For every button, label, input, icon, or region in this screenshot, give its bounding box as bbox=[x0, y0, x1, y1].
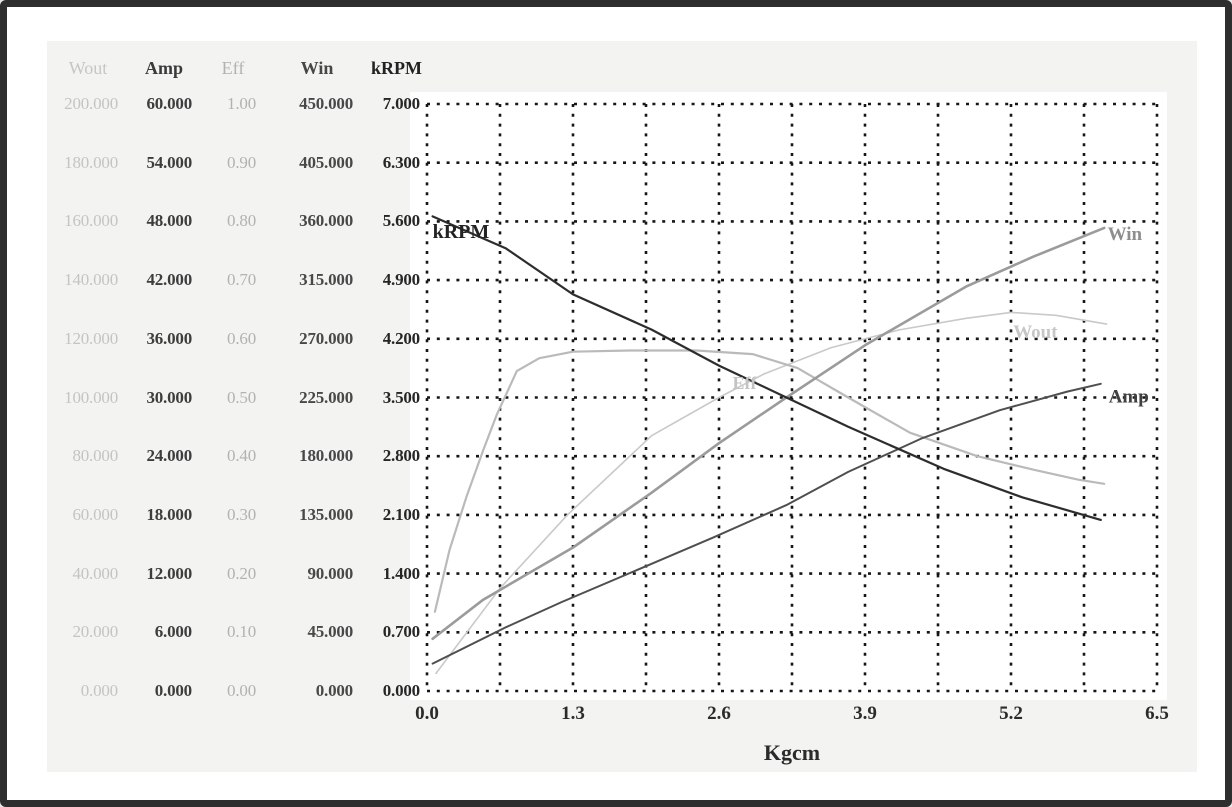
curve-label-amp: Amp bbox=[1109, 387, 1149, 408]
curve-label-wout: Wout bbox=[1013, 322, 1058, 343]
curve-eff bbox=[433, 349, 1106, 613]
curve-win bbox=[431, 226, 1106, 641]
grid-lines bbox=[425, 102, 1159, 693]
curve-label-win: Win bbox=[1108, 224, 1143, 245]
x-axis-label: Kgcm bbox=[763, 740, 821, 765]
curve-label-krpm: kRPM bbox=[433, 221, 490, 243]
curve-krpm bbox=[431, 215, 1102, 522]
curve-wout bbox=[435, 311, 1108, 675]
curve-amp bbox=[431, 382, 1102, 665]
performance-curves-plot: kRPM Win Wout Eff Amp bbox=[410, 92, 1167, 700]
curve-label-eff: Eff bbox=[733, 373, 758, 393]
